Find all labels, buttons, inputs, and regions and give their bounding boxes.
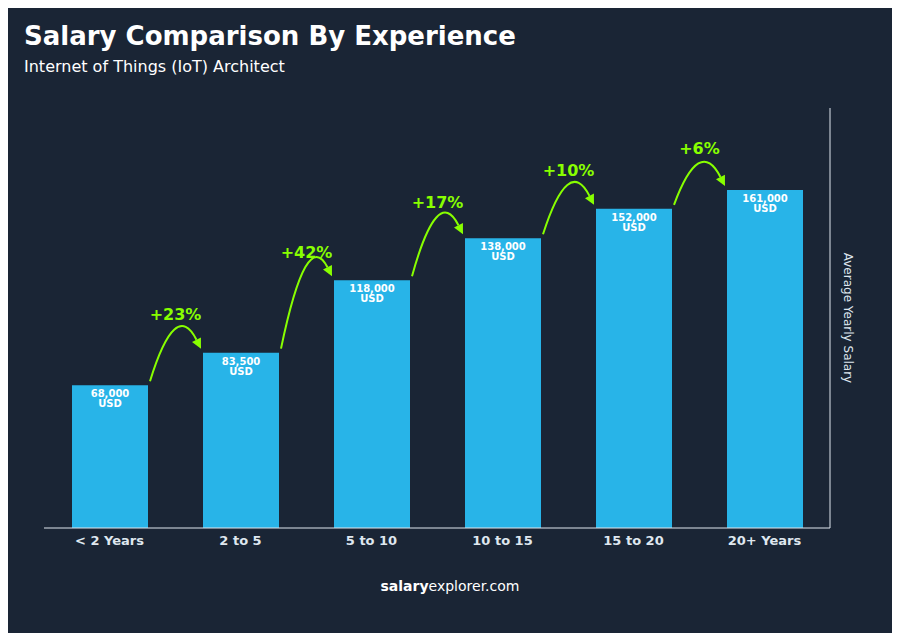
svg-text:68,000USD: 68,000USD [91,388,130,409]
svg-text:< 2 Years: < 2 Years [75,533,144,548]
svg-text:+42%: +42% [281,243,333,262]
html-text:salary explorer.com: salary explorer.com [380,578,520,594]
svg-text:138,000USD: 138,000USD [480,241,526,262]
svg-text:+6%: +6% [679,139,720,158]
svg-text:5 to 10: 5 to 10 [346,533,397,548]
svg-text:10 to 15: 10 to 15 [472,533,532,548]
svg-text:Average Yearly Salary: Average Yearly Salary [841,253,855,383]
svg-text:2 to 5: 2 to 5 [219,533,261,548]
svg-text:15 to 20: 15 to 20 [603,533,663,548]
svg-text:161,000USD: 161,000USD [742,193,788,214]
svg-text:+23%: +23% [150,305,202,324]
html-text:Internet of Things (IoT) Archi: Internet of Things (IoT) Architect [24,57,285,76]
svg-text:118,000USD: 118,000USD [349,283,395,304]
html-text:Salary Comparison By Experienc: Salary Comparison By Experience [24,21,516,51]
svg-text:+10%: +10% [543,161,595,180]
svg-text:20+ Years: 20+ Years [728,533,802,548]
svg-text:152,000USD: 152,000USD [611,212,657,233]
svg-text:+17%: +17% [412,193,464,212]
svg-text:83,500USD: 83,500USD [222,356,261,377]
